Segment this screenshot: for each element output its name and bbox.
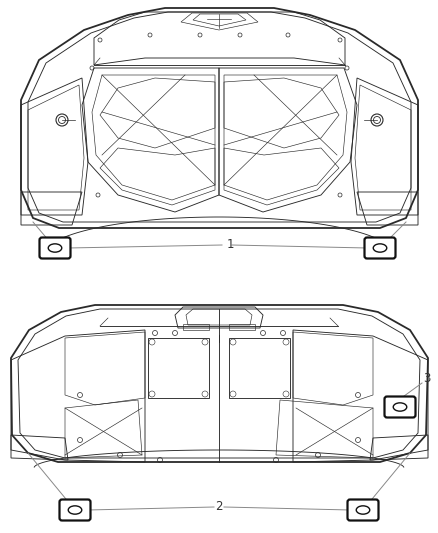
Ellipse shape (68, 506, 81, 514)
Ellipse shape (355, 506, 369, 514)
FancyBboxPatch shape (347, 499, 378, 521)
Ellipse shape (48, 244, 62, 252)
Text: 3: 3 (422, 372, 430, 384)
FancyBboxPatch shape (384, 397, 414, 417)
FancyBboxPatch shape (39, 238, 71, 259)
Text: 1: 1 (226, 238, 233, 252)
Text: 2: 2 (215, 500, 222, 513)
FancyBboxPatch shape (60, 499, 90, 521)
FancyBboxPatch shape (364, 238, 395, 259)
Ellipse shape (372, 244, 386, 252)
Ellipse shape (392, 403, 406, 411)
